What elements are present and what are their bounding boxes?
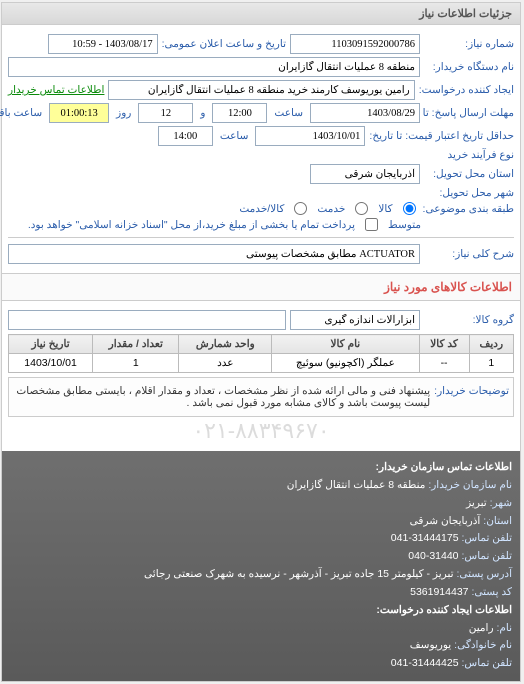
input-deadline-date[interactable] [311, 103, 421, 123]
radio-service[interactable] [356, 202, 369, 215]
label-hour-1: ساعت [272, 107, 307, 119]
details-panel: جزئیات اطلاعات نیاز شماره نیاز: تاریخ و … [2, 2, 522, 682]
footer-fax-v: 31440-040 [409, 550, 459, 562]
goods-section-title: اطلاعات کالاهای مورد نیاز [3, 273, 521, 301]
label-need-desc: شرح کلی نیاز: [425, 248, 515, 260]
label-province: استان محل تحویل: [425, 168, 515, 180]
label-hour-2: ساعت [218, 130, 253, 142]
footer-city-l: شهر: [491, 497, 513, 509]
label-process-type: نوع فرآیند خرید [425, 149, 515, 161]
grid-header-row: ردیف کد کالا نام کالا واحد شمارش تعداد /… [10, 335, 515, 354]
panel-title: جزئیات اطلاعات نیاز [3, 3, 521, 25]
label-request-no: شماره نیاز: [425, 38, 515, 50]
footer-family-v: یوریوسف [411, 639, 452, 651]
input-public-date[interactable] [49, 34, 159, 54]
cell-qty: 1 [94, 354, 180, 373]
grid-row[interactable]: 1 -- عملگر (اکچونیو) سوئیچ عدد 1 1403/10… [10, 354, 515, 373]
col-idx: ردیف [470, 335, 514, 354]
footer-org-l: نام سازمان خریدار: [429, 479, 513, 491]
footer-fax-l: تلفن نماس: [462, 550, 513, 562]
footer-ctel-l: تلفن تماس: [462, 657, 513, 669]
watermark-area: ۰۲۱-۸۸۳۴۹۶۷۰ [9, 417, 515, 445]
footer-family-l: نام خانوادگی: [455, 639, 513, 651]
col-qty: تعداد / مقدار [94, 335, 180, 354]
label-paynote: پرداخت تمام یا بخشی از مبلغ خرید،از محل … [9, 219, 359, 231]
label-remaining: ساعت باقی مانده [0, 107, 46, 119]
panel-body: شماره نیاز: تاریخ و ساعت اعلان عمومی: نا… [3, 25, 521, 273]
input-creator[interactable] [109, 80, 415, 100]
label-city: شهر محل تحویل: [425, 187, 515, 199]
input-days[interactable] [139, 103, 194, 123]
label-deadline: مهلت ارسال پاسخ: تا تاریخ: [425, 107, 515, 119]
input-validity-date[interactable] [256, 126, 366, 146]
footer-province-v: آذربایجان شرقی [411, 515, 482, 527]
input-goods-group[interactable] [291, 310, 421, 330]
footer-title: اطلاعات تماس سازمان خریدار: [377, 461, 513, 473]
footer-name-v: رامین [470, 622, 495, 634]
contact-link[interactable]: اطلاعات تماس خریدار [9, 84, 105, 96]
label-public-date: تاریخ و ساعت اعلان عمومی: [163, 38, 287, 50]
footer-province-l: استان: [484, 515, 513, 527]
cell-code: -- [420, 354, 470, 373]
cell-name: عملگر (اکچونیو) سوئیچ [273, 354, 420, 373]
label-validity: حداقل تاریخ اعتبار قیمت: تا تاریخ: [370, 130, 515, 142]
buyer-note-text: پیشنهاد فنی و مالی ارائه شده از نظر مشخص… [14, 385, 431, 409]
footer-post-l: کد پستی: [472, 586, 513, 598]
cell-date: 1403/10/01 [10, 354, 94, 373]
footer-creator-title: اطلاعات ایجاد کننده درخواست: [377, 604, 513, 616]
input-deadline-time[interactable] [213, 103, 268, 123]
label-subject-class: طبقه بندی موضوعی: [424, 203, 515, 215]
input-need-desc[interactable] [9, 244, 421, 264]
input-validity-time[interactable] [159, 126, 214, 146]
label-buyer-org: نام دستگاه خریدار: [425, 61, 515, 73]
footer-post-v: 5361914437 [411, 586, 469, 598]
col-unit: واحد شمارش [180, 335, 273, 354]
radio-good-service[interactable] [295, 202, 308, 215]
checkbox-paynote[interactable] [366, 218, 379, 231]
label-service: خدمت [315, 203, 349, 215]
footer-city-v: تبریز [467, 497, 488, 509]
radio-good[interactable] [404, 202, 417, 215]
label-and: و [198, 107, 209, 119]
buyer-note-box: توضیحات خریدار: پیشنهاد فنی و مالی ارائه… [9, 377, 515, 417]
col-code: کد کالا [420, 335, 470, 354]
label-good: کالا [376, 203, 396, 215]
watermark-text: ۰۲۱-۸۸۳۴۹۶۷۰ [193, 418, 330, 444]
label-medium: متوسط [386, 219, 425, 231]
input-province[interactable] [311, 164, 421, 184]
footer-ctel-v: 31444425-041 [392, 657, 460, 669]
input-request-no[interactable] [291, 34, 421, 54]
label-buyer-notes: توضیحات خریدار: [435, 385, 510, 397]
footer-addr-l: آدرس پستی: [457, 568, 513, 580]
col-name: نام کالا [273, 335, 420, 354]
footer: اطلاعات تماس سازمان خریدار: نام سازمان خ… [3, 451, 521, 681]
goods-grid: ردیف کد کالا نام کالا واحد شمارش تعداد /… [9, 334, 515, 373]
label-good-service: کالا/خدمت [237, 203, 288, 215]
footer-tel-v: 31444175-041 [392, 532, 460, 544]
footer-org-v: منطقه 8 عملیات انتقال گازایران [288, 479, 427, 491]
cell-idx: 1 [470, 354, 514, 373]
footer-name-l: نام: [497, 622, 513, 634]
cell-unit: عدد [180, 354, 273, 373]
label-day: روز [114, 107, 135, 119]
input-goods-group-ext[interactable] [9, 310, 287, 330]
footer-tel-l: تلفن تماس: [462, 532, 513, 544]
col-date: تاریخ نیاز [10, 335, 94, 354]
label-creator: ایجاد کننده درخواست: [420, 84, 515, 96]
input-buyer-org[interactable] [9, 57, 421, 77]
label-goods-group: گروه کالا: [425, 314, 515, 326]
input-countdown [50, 103, 110, 123]
footer-addr-v: تبریز - کیلومتر 15 جاده تبریز - آذرشهر -… [145, 568, 455, 580]
